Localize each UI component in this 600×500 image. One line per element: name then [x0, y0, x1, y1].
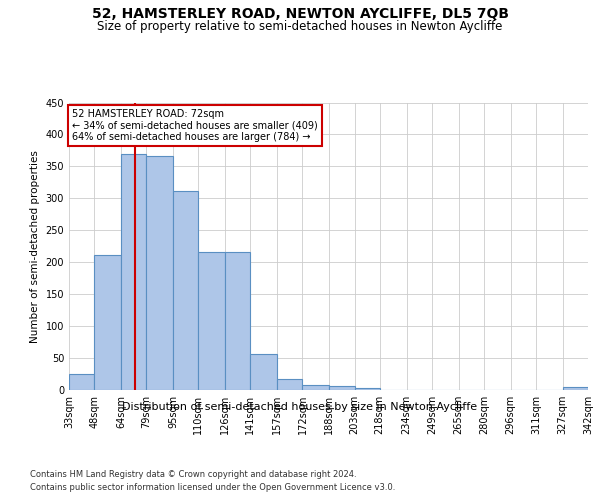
Bar [250, 354, 277, 390]
Text: Contains HM Land Registry data © Crown copyright and database right 2024.: Contains HM Land Registry data © Crown c… [30, 470, 356, 479]
Bar [146, 156, 173, 390]
Text: Contains public sector information licensed under the Open Government Licence v3: Contains public sector information licen… [30, 482, 395, 492]
Text: Distribution of semi-detached houses by size in Newton Aycliffe: Distribution of semi-detached houses by … [122, 402, 478, 412]
Bar [563, 388, 588, 390]
Text: 52 HAMSTERLEY ROAD: 72sqm
← 34% of semi-detached houses are smaller (409)
64% of: 52 HAMSTERLEY ROAD: 72sqm ← 34% of semi-… [73, 109, 318, 142]
Bar [355, 388, 380, 390]
Bar [199, 252, 225, 390]
Bar [302, 385, 329, 390]
Bar [69, 374, 94, 390]
Y-axis label: Number of semi-detached properties: Number of semi-detached properties [30, 150, 40, 342]
Text: 52, HAMSTERLEY ROAD, NEWTON AYCLIFFE, DL5 7QB: 52, HAMSTERLEY ROAD, NEWTON AYCLIFFE, DL… [91, 8, 509, 22]
Bar [277, 378, 302, 390]
Bar [173, 192, 199, 390]
Bar [121, 154, 146, 390]
Bar [225, 252, 250, 390]
Bar [94, 254, 121, 390]
Bar [329, 386, 355, 390]
Text: Size of property relative to semi-detached houses in Newton Aycliffe: Size of property relative to semi-detach… [97, 20, 503, 33]
